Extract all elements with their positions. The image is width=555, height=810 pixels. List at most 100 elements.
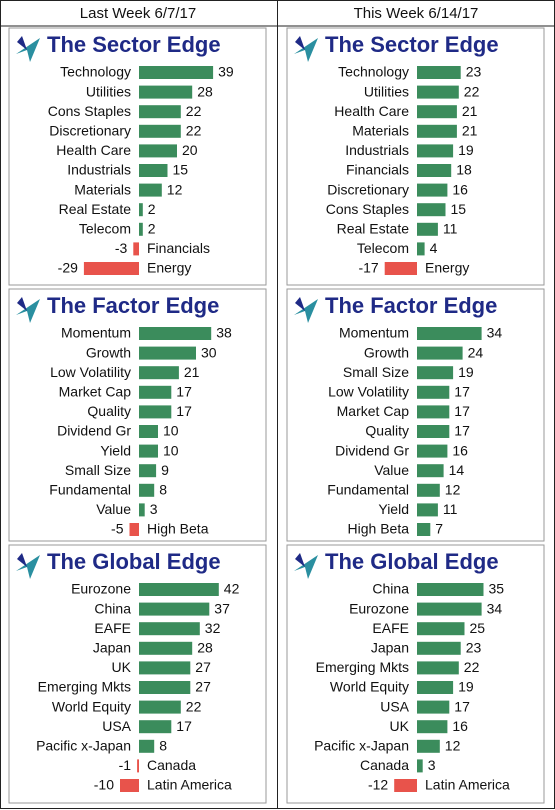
bar bbox=[139, 681, 191, 694]
logo-icon bbox=[16, 555, 40, 579]
value-label: 18 bbox=[456, 162, 472, 178]
logo-icon bbox=[294, 299, 318, 323]
category-label: Cons Staples bbox=[48, 103, 131, 119]
category-label: Fundamental bbox=[49, 482, 131, 498]
bar bbox=[120, 779, 139, 792]
category-label: Quality bbox=[365, 423, 409, 439]
category-label: Pacific x-Japan bbox=[314, 738, 409, 754]
category-label: Latin America bbox=[147, 777, 232, 793]
bar bbox=[139, 385, 172, 399]
value-label: 17 bbox=[176, 403, 192, 419]
value-label: 38 bbox=[216, 325, 232, 341]
value-label: 16 bbox=[452, 181, 468, 197]
bar bbox=[139, 203, 143, 217]
chart-title: The Global Edge bbox=[47, 549, 221, 574]
bar bbox=[139, 739, 155, 753]
value-label: 32 bbox=[205, 620, 221, 636]
category-label: Growth bbox=[364, 344, 409, 360]
logo-icon bbox=[295, 297, 305, 311]
value-label: 27 bbox=[195, 659, 211, 675]
bar bbox=[417, 385, 450, 399]
category-label: Telecom bbox=[357, 240, 409, 256]
value-label: 27 bbox=[195, 679, 211, 695]
bar bbox=[417, 661, 459, 675]
bar bbox=[139, 366, 179, 380]
category-label: China bbox=[372, 581, 409, 597]
value-label: 23 bbox=[466, 64, 482, 80]
category-label: Materials bbox=[74, 181, 131, 197]
bar bbox=[417, 405, 450, 419]
bar bbox=[139, 66, 214, 79]
category-label: Eurozone bbox=[349, 600, 409, 616]
category-label: Small Size bbox=[65, 462, 131, 478]
value-label: 19 bbox=[458, 679, 474, 695]
bar bbox=[417, 759, 423, 773]
bar bbox=[417, 66, 461, 79]
bar bbox=[139, 164, 168, 177]
value-label: 14 bbox=[449, 462, 465, 478]
value-label: 35 bbox=[489, 581, 505, 597]
value-label: 12 bbox=[445, 482, 461, 498]
value-label: 11 bbox=[443, 501, 458, 517]
bar bbox=[417, 164, 452, 177]
value-label: 34 bbox=[487, 600, 503, 616]
category-label: Yield bbox=[378, 501, 409, 517]
category-label: Financials bbox=[346, 162, 409, 178]
panel-border bbox=[286, 544, 545, 804]
category-label: Eurozone bbox=[71, 581, 131, 597]
value-label: 17 bbox=[454, 384, 470, 400]
bar bbox=[83, 262, 139, 275]
bar bbox=[394, 779, 417, 792]
category-label: USA bbox=[380, 698, 409, 714]
bar bbox=[417, 346, 463, 360]
value-label: 25 bbox=[470, 620, 486, 636]
bar bbox=[139, 483, 155, 497]
bar bbox=[139, 720, 172, 734]
bar bbox=[417, 622, 465, 636]
logo-icon bbox=[17, 553, 27, 567]
value-label: 12 bbox=[167, 181, 183, 197]
bar bbox=[384, 262, 417, 275]
bar bbox=[139, 124, 181, 138]
value-label: 39 bbox=[218, 64, 234, 80]
value-label: -17 bbox=[358, 260, 378, 276]
category-label: Growth bbox=[86, 344, 131, 360]
category-label: Technology bbox=[60, 64, 131, 80]
column-header: This Week 6/14/17 bbox=[354, 5, 479, 22]
bar bbox=[139, 602, 210, 616]
category-label: Dividend Gr bbox=[335, 442, 409, 458]
value-label: 17 bbox=[454, 403, 470, 419]
panel-border bbox=[8, 27, 267, 286]
bar bbox=[417, 681, 454, 694]
category-label: High Beta bbox=[348, 521, 410, 537]
bar bbox=[417, 503, 438, 517]
category-label: Emerging Mkts bbox=[316, 659, 409, 675]
category-label: Real Estate bbox=[59, 201, 132, 217]
bar bbox=[139, 622, 200, 636]
category-label: World Equity bbox=[52, 698, 131, 714]
chart-title: The Sector Edge bbox=[47, 32, 221, 57]
category-label: Market Cap bbox=[59, 384, 132, 400]
value-label: 28 bbox=[197, 640, 213, 656]
bar bbox=[417, 242, 425, 256]
bar bbox=[139, 583, 219, 596]
category-label: Momentum bbox=[339, 325, 409, 341]
bar bbox=[137, 759, 139, 773]
logo-icon bbox=[295, 553, 305, 567]
category-label: UK bbox=[390, 718, 410, 734]
value-label: 22 bbox=[464, 659, 480, 675]
bar bbox=[139, 222, 143, 236]
value-label: -12 bbox=[368, 777, 388, 793]
bar bbox=[417, 739, 440, 753]
bar bbox=[417, 444, 448, 458]
category-label: Quality bbox=[87, 403, 131, 419]
bar bbox=[417, 641, 461, 655]
bar bbox=[139, 700, 181, 714]
category-label: Value bbox=[374, 462, 409, 478]
chart-title: The Global Edge bbox=[325, 549, 499, 574]
bar bbox=[139, 464, 157, 478]
logo-icon bbox=[294, 555, 318, 579]
value-label: 8 bbox=[159, 738, 167, 754]
category-label: Telecom bbox=[79, 221, 131, 237]
